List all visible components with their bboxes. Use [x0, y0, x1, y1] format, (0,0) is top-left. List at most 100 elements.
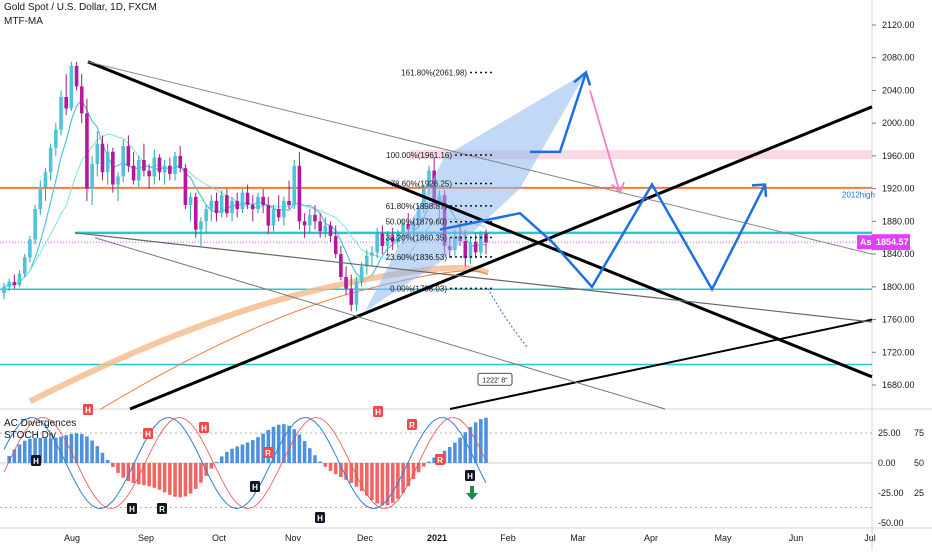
candle-body: [328, 225, 333, 237]
candle: [276, 195, 281, 222]
candle-body: [74, 65, 79, 87]
histogram-bar: [48, 438, 53, 463]
candle-body: [22, 257, 27, 274]
sub-tick-label: 25.00: [878, 428, 901, 438]
histogram-bar: [95, 446, 100, 463]
divergence-label: R: [265, 449, 271, 458]
histogram-bar: [12, 449, 17, 463]
dotted-projection: [487, 288, 529, 349]
histogram-bar: [199, 463, 203, 483]
candle-body: [69, 65, 74, 109]
histogram-bar: [364, 463, 369, 496]
candle-body: [406, 223, 411, 230]
candle: [318, 213, 322, 238]
histogram-bar: [468, 426, 473, 463]
divergence-badge: [373, 406, 383, 417]
histogram-bar: [136, 463, 141, 485]
candle-body: [468, 241, 473, 259]
projection-fan: [365, 72, 586, 312]
divergence-label: H: [317, 514, 323, 523]
time-tick-label: Feb: [500, 533, 516, 543]
candle-body: [235, 200, 240, 210]
candle: [313, 205, 317, 230]
candle: [136, 155, 141, 187]
histogram-bar: [416, 463, 421, 473]
sub-tick-label: 0.00: [878, 458, 896, 468]
trendline-up-major: [129, 105, 873, 411]
candle-body: [214, 200, 219, 214]
candle-body: [390, 237, 395, 242]
divergence-badge: [315, 512, 325, 523]
histogram-bar: [183, 463, 188, 497]
candle-body: [90, 164, 94, 189]
fib-level-label: 50.00%(1879.60): [386, 218, 448, 227]
fib-level-label: 161.80%(2061.98): [401, 68, 467, 77]
candle-body: [162, 165, 167, 173]
candle-body: [199, 221, 203, 230]
candle-body: [266, 205, 271, 226]
candle: [90, 155, 94, 205]
histogram-bar: [370, 463, 374, 501]
candle: [344, 266, 348, 295]
divergence-badge: [407, 419, 417, 430]
histogram-bar: [380, 463, 385, 506]
sub-tick-label: -25.00: [878, 488, 904, 498]
candle-body: [116, 176, 120, 185]
candle-body: [105, 151, 110, 173]
candle: [354, 277, 359, 312]
last-price-badge: [872, 234, 910, 251]
candle-body: [12, 281, 17, 286]
candle: [100, 135, 105, 181]
histogram-bar: [152, 463, 157, 488]
candle: [131, 151, 136, 185]
divergence-badge: [157, 503, 167, 514]
candle: [43, 168, 48, 201]
histogram-bar: [90, 440, 94, 463]
candle: [370, 245, 374, 267]
ma-band-long: [28, 264, 490, 405]
candle-body: [375, 233, 379, 253]
candle-body: [380, 233, 385, 246]
candle: [282, 196, 286, 226]
price-tick-label: 1720.00: [882, 347, 915, 357]
candle: [22, 254, 27, 277]
price-tick-label: 2040.00: [882, 85, 915, 95]
candle: [230, 196, 234, 222]
candle-body: [79, 86, 84, 114]
histogram-bar: [168, 463, 172, 495]
candle: [479, 231, 483, 256]
divergence-label: H: [375, 408, 381, 417]
candle-body: [188, 196, 193, 205]
fib-level-label: 61.80%(1898.87): [386, 202, 448, 211]
divergence-label: H: [467, 472, 473, 481]
candle-body: [463, 241, 468, 259]
divergence-badge: [31, 455, 41, 466]
histogram-bar: [7, 455, 11, 463]
fib-level-label: 23.60%(1836.53): [386, 253, 448, 262]
candle: [214, 192, 219, 222]
ma-line-long: [99, 270, 489, 410]
candle: [235, 192, 240, 218]
histogram-bar: [339, 463, 343, 478]
candle: [116, 172, 120, 201]
candle-body: [95, 143, 100, 165]
last-price-value: 1854.57: [876, 237, 909, 247]
trendline-thin-2: [74, 232, 873, 323]
candle: [69, 61, 74, 111]
trendline-down-major: [87, 60, 873, 379]
histogram-bar: [422, 463, 426, 467]
histogram-bar: [473, 422, 478, 463]
histogram-bar: [256, 437, 260, 463]
candle-body: [28, 239, 32, 258]
candle-body: [126, 146, 131, 166]
price-tick-label: 1920.00: [882, 184, 915, 194]
histogram-bar: [230, 448, 234, 463]
candle: [48, 143, 53, 181]
candle: [54, 123, 58, 156]
candle: [74, 61, 79, 91]
candle: [240, 188, 245, 214]
histogram-bar: [453, 442, 457, 463]
candle: [375, 227, 379, 259]
